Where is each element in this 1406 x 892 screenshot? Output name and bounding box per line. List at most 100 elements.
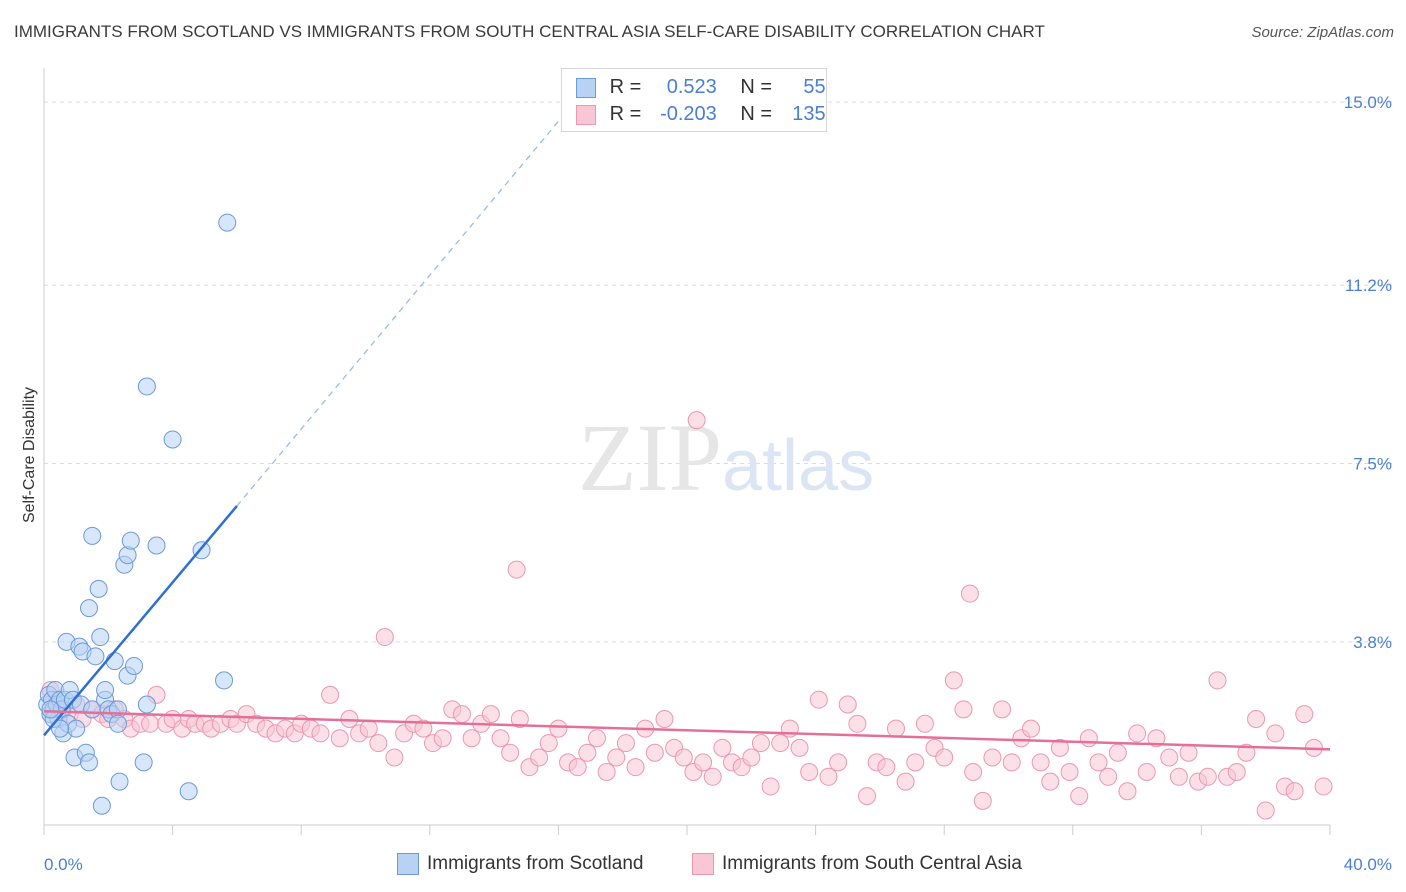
x-tick-label: 40.0% [1344,855,1392,874]
scotland-point [89,579,108,598]
asia-point [886,719,905,738]
asia-legend-swatch [692,852,714,875]
asia-point [607,748,626,767]
legend-n-label: N = [740,76,773,98]
asia-point [809,690,828,709]
asia-point [568,758,587,777]
asia-point [462,729,481,748]
asia-point [1198,767,1217,786]
asia-point [993,700,1012,719]
scotland-point [218,213,237,232]
asia-point [141,714,160,733]
asia-point [800,762,819,781]
scotland-point [110,772,129,791]
scotland-point [96,681,115,700]
asia-point [1179,743,1198,762]
series-scotland [38,213,237,815]
asia-point [1266,724,1285,743]
asia-point [655,709,674,728]
bottom-legend-scotland[interactable]: Immigrants from Scotland [397,852,643,876]
asia-point [1060,762,1079,781]
asia-point [954,700,973,719]
x-tick-label: 0.0% [44,855,83,874]
asia-point [1031,753,1050,772]
asia-point [385,748,404,767]
scotland-point [83,526,102,545]
scotland-trend-extension [236,120,559,507]
asia-point [1247,709,1266,728]
asia-trend-line [43,710,1331,751]
asia-point [1237,743,1256,762]
asia-point [771,734,790,753]
scotland-point [80,753,99,772]
asia-point [1169,767,1188,786]
legend-r-value: -0.203 [660,103,717,125]
asia-point [713,738,732,757]
asia-point [1070,787,1089,806]
asia-point [858,787,877,806]
asia-point [1022,719,1041,738]
y-tick-label: 3.8% [1353,633,1392,652]
scotland-point [134,753,153,772]
scotland-point [125,656,144,675]
asia-swatch [576,104,596,125]
correlation-legend: R = 0.523 N = 55 R = -0.203 N = 135 [561,68,827,132]
series-south-central-asia [41,411,1333,820]
asia-point [694,753,713,772]
y-tick-label: 7.5% [1353,455,1392,474]
asia-point [838,695,857,714]
asia-point [674,748,693,767]
legend-row-scotland: R = 0.523 N = 55 [576,75,826,99]
asia-point [1137,762,1156,781]
scotland-point [108,714,127,733]
asia-point [616,734,635,753]
asia-point [549,719,568,738]
scotland-point [179,782,198,801]
asia-point [626,758,645,777]
asia-point [1002,753,1021,772]
asia-point [330,729,349,748]
scotland-point [91,628,110,647]
scotland-point [121,531,140,550]
asia-point [1089,753,1108,772]
legend-n-label: N = [740,103,773,125]
scotland-point [137,695,156,714]
scotland-swatch [576,77,596,98]
asia-point [687,411,706,430]
asia-point [1118,782,1137,801]
asia-point [311,724,330,743]
scotland-legend-swatch [397,852,419,875]
scotland-trend-line [43,505,238,737]
asia-point [578,743,597,762]
asia-point [935,748,954,767]
asia-point [751,734,770,753]
trend-lines [43,120,1331,751]
scotland-point [51,719,70,738]
asia-point [1256,801,1275,820]
scotland-point [163,430,182,449]
asia-point [597,762,616,781]
asia-point [481,705,500,724]
chart-title: IMMIGRANTS FROM SCOTLAND VS IMMIGRANTS F… [14,22,1045,41]
watermark-atlas: atlas [722,426,874,506]
asia-point [491,729,510,748]
asia-point [915,714,934,733]
asia-point [819,767,838,786]
scotland-point [80,599,99,618]
source-label: Source: ZipAtlas.com [1251,24,1394,41]
tick-labels: 3.8% 7.5% 11.2% 15.0% 0.0% 40.0% [44,93,1392,874]
bottom-legend-asia[interactable]: Immigrants from South Central Asia [692,852,1022,876]
asia-point [1227,762,1246,781]
asia-point [1050,738,1069,757]
asia-point [973,791,992,810]
asia-point [964,762,983,781]
asia-point [906,753,925,772]
legend-r-label: R = [609,103,642,125]
asia-point [1108,743,1127,762]
asia-point [587,729,606,748]
asia-point [983,748,1002,767]
asia-point [848,714,867,733]
legend-r-label: R = [609,76,642,98]
asia-point [1128,724,1147,743]
